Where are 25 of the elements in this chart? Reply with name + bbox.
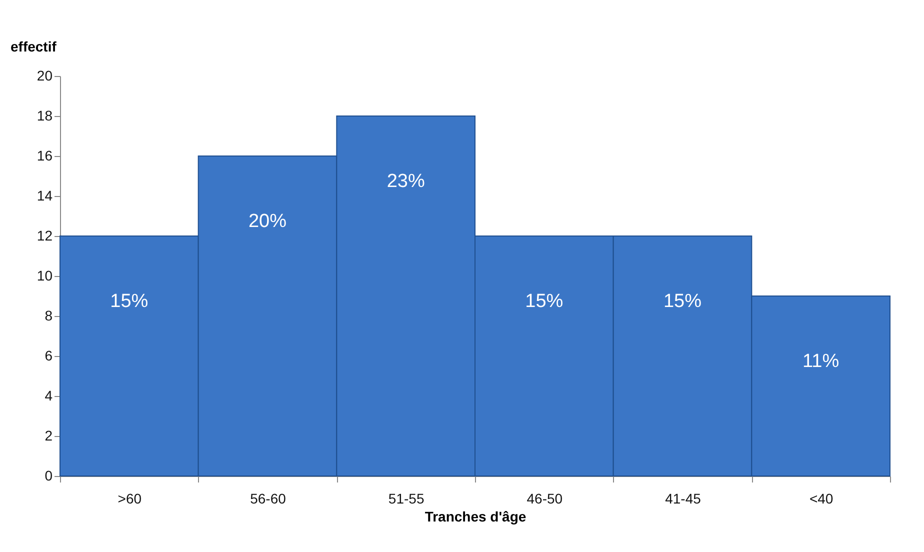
annotation: 15%	[663, 291, 702, 312]
x-tick-label: >60	[118, 490, 142, 506]
x-tick-label: 56-60	[250, 490, 286, 506]
y-tick-label: 20	[36, 68, 53, 84]
x-axis-title: Tranches d'âge	[424, 508, 526, 524]
annotation: 20%	[248, 211, 287, 232]
y-tick-label: 10	[36, 268, 53, 284]
y-tick-label: 2	[44, 428, 53, 444]
x-tick-label: <40	[809, 490, 834, 506]
annotation: 11%	[802, 351, 840, 372]
y-tick-label: 6	[44, 348, 53, 364]
annotation: 15%	[110, 291, 148, 312]
y-tick-label: 16	[36, 148, 53, 164]
x-tick-label: 41-45	[665, 490, 702, 506]
y-tick-label: 14	[36, 188, 53, 204]
annotation: 15%	[525, 291, 564, 312]
y-tick-label: 8	[44, 308, 53, 324]
y-axis-title: effectif	[10, 38, 57, 54]
x-tick-label: 46-50	[526, 490, 563, 506]
y-tick-label: 4	[44, 388, 53, 404]
y-tick-label: 18	[36, 108, 53, 124]
y-tick-label: 12	[36, 228, 53, 244]
annotation: 23%	[386, 171, 425, 192]
x-tick-label: 51-55	[388, 490, 424, 506]
y-tick-label: 0	[44, 468, 53, 484]
